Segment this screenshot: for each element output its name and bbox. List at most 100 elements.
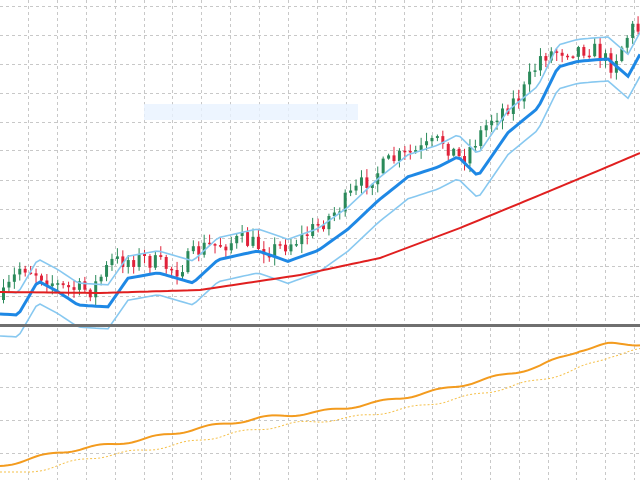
candle-body — [544, 56, 548, 61]
candle — [278, 241, 282, 249]
candle — [61, 281, 65, 289]
candle — [121, 250, 125, 274]
candle-body — [23, 268, 27, 273]
candle-body — [625, 37, 629, 48]
candles — [2, 16, 640, 306]
candle-body — [143, 253, 147, 256]
candle — [164, 254, 168, 274]
candle-body — [235, 235, 239, 244]
candle-body — [29, 272, 33, 275]
candle — [490, 114, 494, 133]
candle — [83, 276, 87, 293]
candle-body — [468, 147, 472, 164]
candle-body — [273, 244, 277, 258]
candle — [359, 170, 363, 194]
candle — [555, 48, 559, 61]
candle — [533, 63, 537, 77]
candle-body — [110, 258, 114, 266]
candle-body — [495, 120, 499, 123]
candle-body — [180, 272, 184, 277]
ma-fast-line — [0, 53, 640, 317]
candle-body — [533, 70, 537, 72]
candle-body — [500, 108, 504, 121]
candle-body — [289, 244, 293, 252]
candle-body — [490, 120, 494, 126]
candle — [235, 233, 239, 249]
candle — [218, 236, 222, 248]
candle-body — [164, 257, 168, 269]
candle — [349, 183, 353, 197]
candle — [186, 248, 190, 274]
candle-body — [77, 281, 81, 290]
candle-body — [349, 190, 353, 193]
candle-body — [370, 184, 374, 188]
candle-body — [327, 216, 331, 230]
candle-body — [251, 236, 255, 246]
candle — [50, 275, 54, 295]
candle-body — [354, 185, 358, 191]
candle — [7, 274, 11, 293]
candle-body — [197, 246, 201, 255]
price-grid — [0, 0, 640, 324]
candle-body — [191, 246, 195, 252]
candle — [202, 234, 206, 258]
candle — [587, 49, 591, 59]
candle — [566, 53, 570, 60]
candle — [305, 226, 309, 245]
candle-body — [452, 148, 456, 156]
candle-body — [566, 55, 570, 58]
candle — [598, 38, 602, 68]
candle — [289, 237, 293, 256]
candle-body — [294, 244, 298, 246]
candle-body — [332, 212, 336, 217]
candle-body — [414, 150, 418, 153]
indicator-panel — [0, 328, 640, 480]
candle-body — [457, 148, 461, 157]
candle-body — [67, 285, 71, 288]
candle-body — [587, 55, 591, 58]
candle — [430, 135, 434, 148]
candle — [316, 218, 320, 233]
ma-slow-line — [0, 152, 640, 294]
candle-body — [213, 244, 217, 246]
candle-body — [365, 177, 369, 188]
price-panel — [0, 0, 640, 338]
candle-body — [7, 281, 11, 288]
candle-body — [359, 177, 363, 186]
candle — [625, 35, 629, 54]
candle — [571, 55, 575, 59]
candle-body — [598, 43, 602, 61]
candle — [392, 146, 396, 164]
candle-body — [208, 242, 212, 245]
candle — [479, 126, 483, 151]
candle-body — [571, 56, 575, 58]
candle — [294, 239, 298, 247]
candle-body — [576, 47, 580, 57]
candle-body — [316, 224, 320, 226]
chart-label-box — [144, 104, 358, 120]
candle — [148, 254, 152, 276]
candle — [213, 243, 217, 254]
candle-body — [593, 43, 597, 57]
candle-body — [72, 287, 76, 290]
candle — [251, 228, 255, 248]
candle-body — [12, 274, 16, 282]
candle — [34, 268, 38, 284]
candle — [408, 144, 412, 160]
candle-body — [392, 155, 396, 162]
candle-body — [159, 255, 163, 258]
candle-body — [50, 283, 54, 287]
candle — [273, 237, 277, 266]
candle-body — [403, 150, 407, 153]
candle — [463, 148, 467, 171]
candle — [322, 220, 325, 232]
candle-body — [186, 251, 190, 273]
candle — [197, 241, 201, 262]
candle-body — [18, 268, 22, 275]
candle-body — [224, 246, 228, 251]
candle — [446, 142, 450, 160]
candle — [18, 262, 22, 281]
candle — [435, 134, 439, 142]
candle — [593, 37, 597, 58]
